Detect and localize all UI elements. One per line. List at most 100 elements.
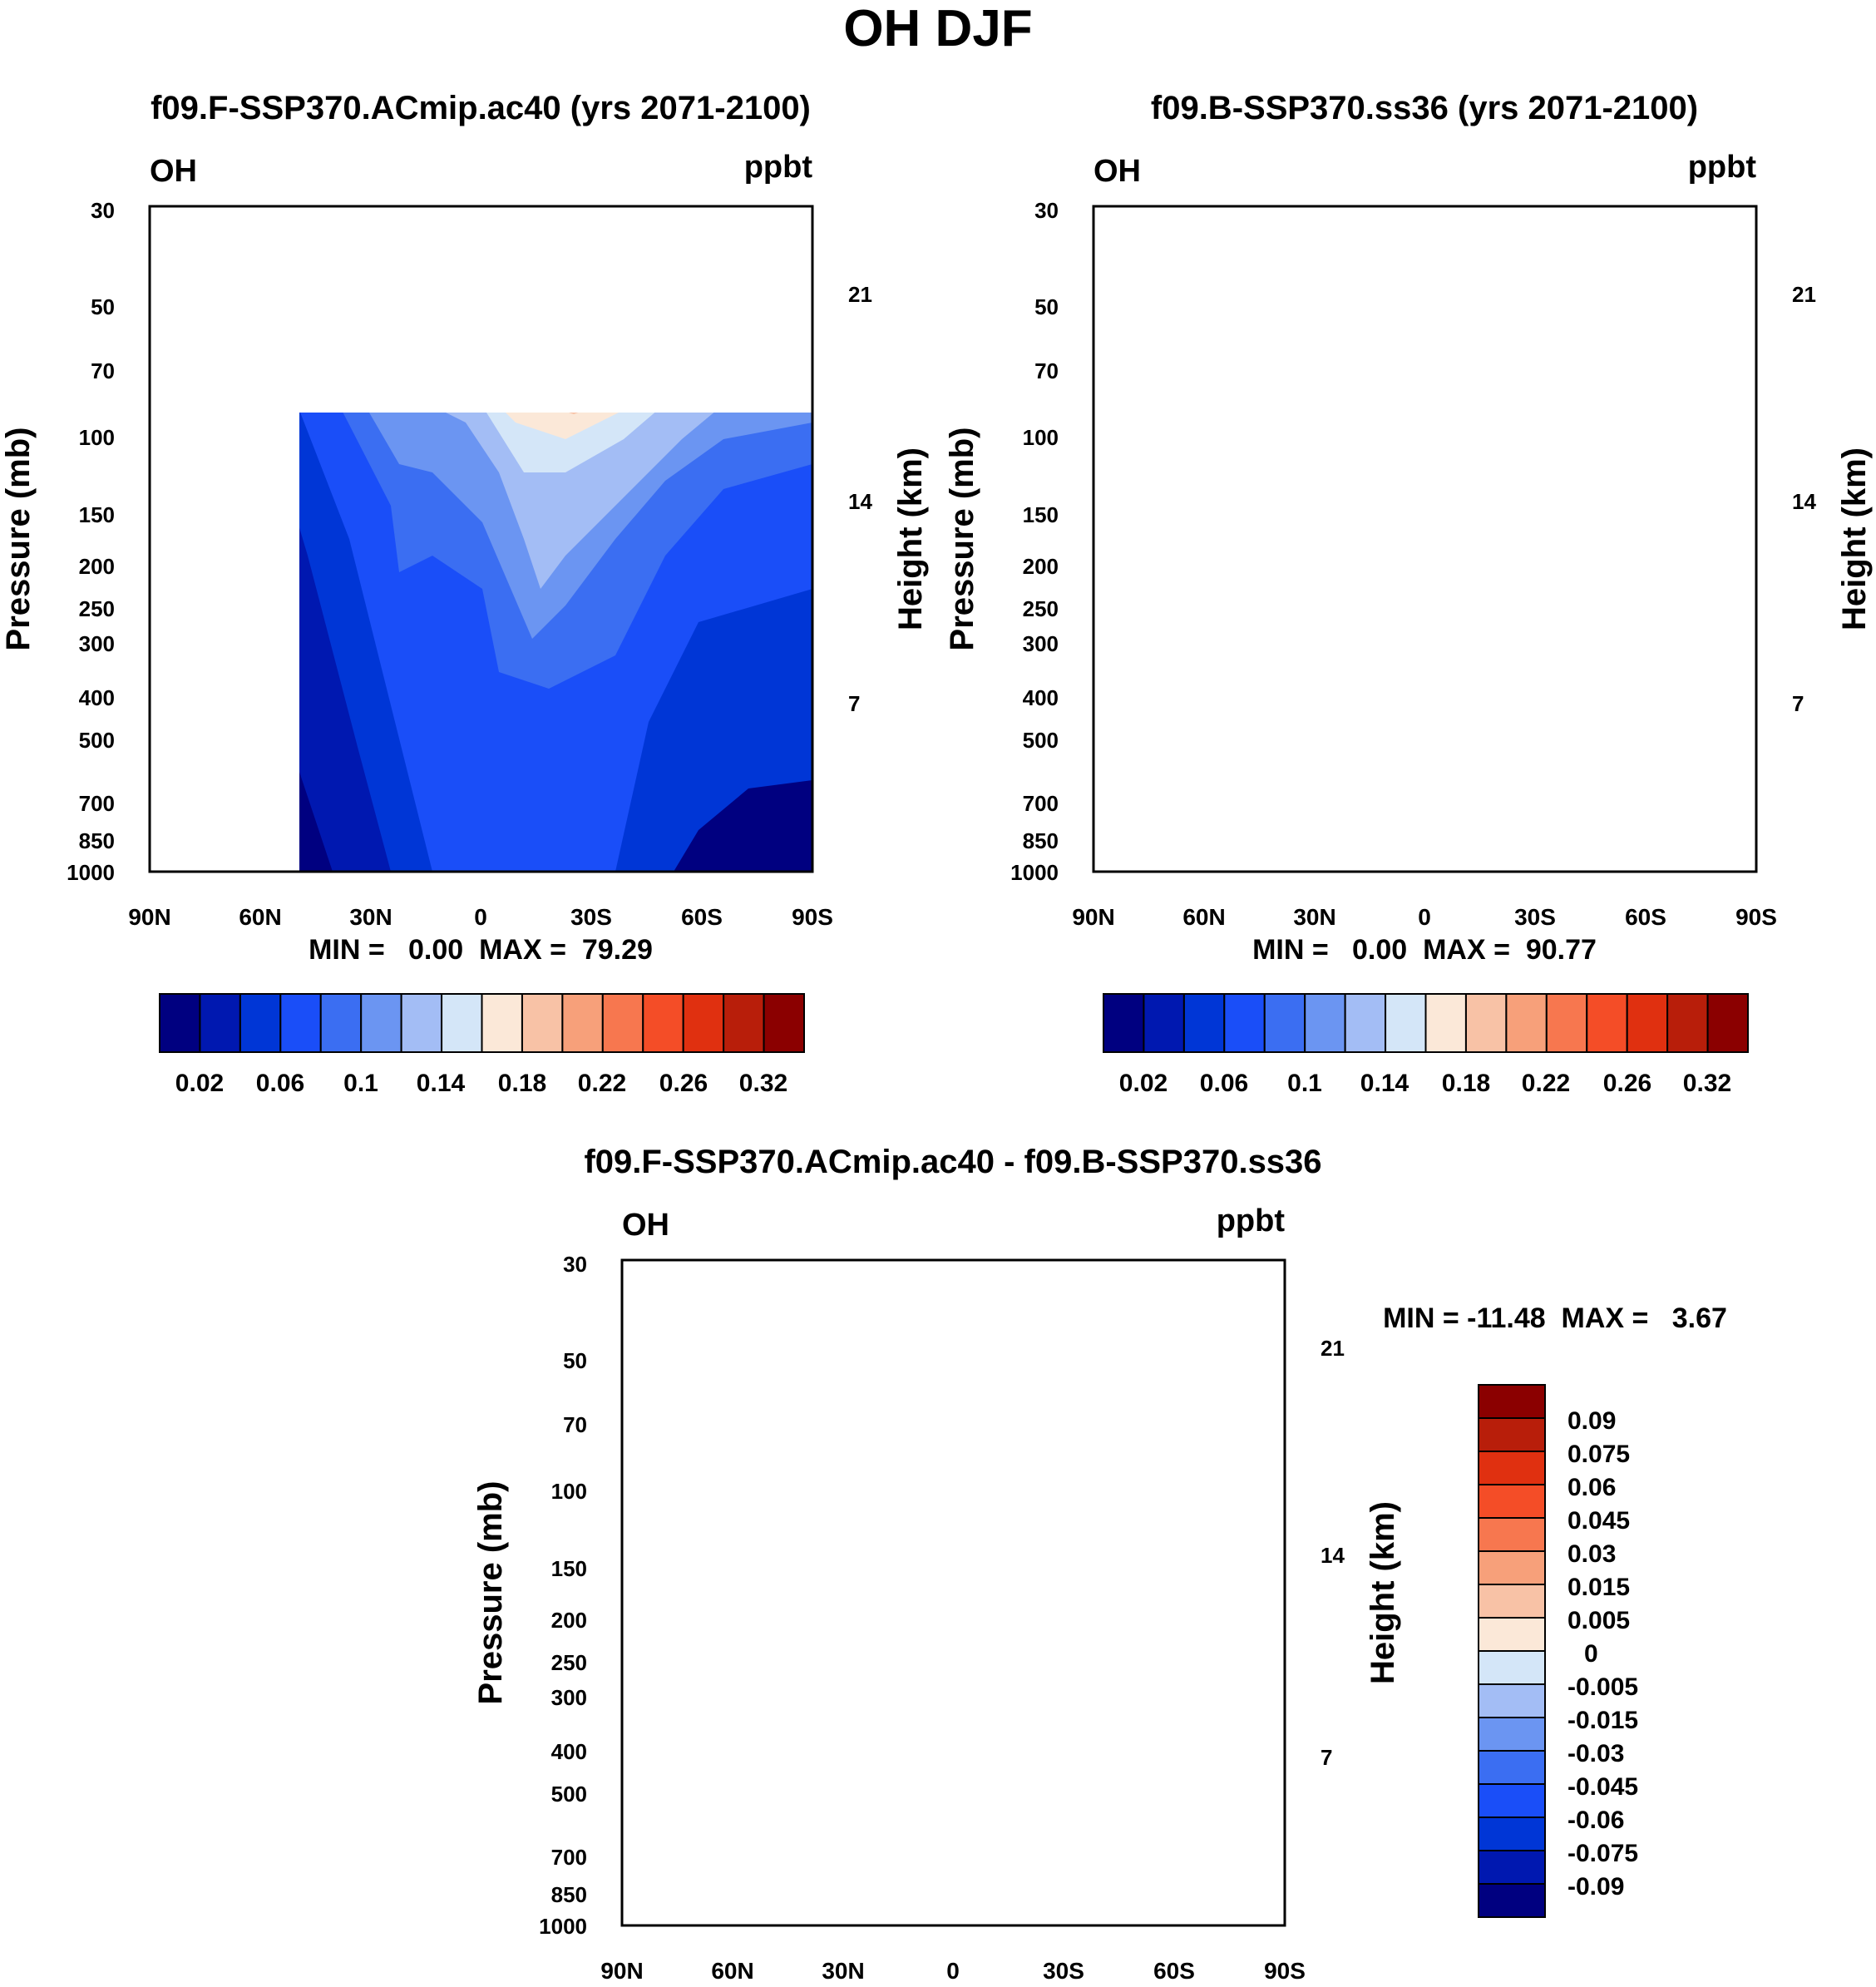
svg-text:700: 700 — [1023, 791, 1059, 816]
panel-a-cb-swatch-14 — [723, 993, 765, 1053]
svg-text:90N: 90N — [600, 1958, 643, 1983]
panel-b-cb-swatch-11 — [1545, 993, 1588, 1053]
panel-a-cb-swatch-12 — [642, 993, 684, 1053]
panel-a-cb-label-7: 0.32 — [739, 1070, 787, 1097]
svg-text:400: 400 — [79, 685, 115, 710]
panel-a-cb-label-1: 0.06 — [256, 1070, 304, 1097]
panel-c-cb-label-7: 0 — [1584, 1640, 1598, 1668]
panel-b-stats: MIN = 0.00 MAX = 90.77 — [1252, 934, 1597, 966]
panel-a-ylabel-right: Height (km) — [892, 447, 929, 630]
panel-c-x-ticks: 90N 60N 30N 0 30S 60S 90S — [600, 1958, 1306, 1984]
panel-b-cb-swatch-15 — [1706, 993, 1749, 1053]
panel-b-cb-label-5: 0.22 — [1522, 1070, 1570, 1097]
svg-text:7: 7 — [1321, 1745, 1332, 1770]
svg-text:90N: 90N — [128, 904, 170, 930]
panel-b-colorbar — [1103, 993, 1749, 1053]
svg-text:30: 30 — [563, 1252, 587, 1277]
panel-c-cb-label-14: -0.09 — [1567, 1873, 1624, 1901]
panel-c-cb-label-2: 0.06 — [1567, 1474, 1616, 1501]
svg-text:300: 300 — [551, 1685, 587, 1710]
panel-a-cb-swatch-15 — [763, 993, 805, 1053]
panel-b-cb-swatch-6 — [1344, 993, 1387, 1053]
panel-b-cb-label-7: 0.32 — [1683, 1070, 1731, 1097]
svg-text:21: 21 — [848, 282, 872, 307]
panel-c-plot-area — [622, 1260, 1285, 1925]
panel-a-cb-label-5: 0.22 — [578, 1070, 626, 1097]
panel-a-cb-swatch-7 — [441, 993, 483, 1053]
svg-text:250: 250 — [551, 1650, 587, 1675]
svg-text:1000: 1000 — [539, 1914, 587, 1939]
panel-a-cb-label-2: 0.1 — [343, 1070, 378, 1097]
panel-c-colorbar-labels: 0.09 0.075 0.06 0.045 0.03 0.015 0.005 0… — [1567, 1407, 1638, 1901]
page-title: OH DJF — [843, 0, 1032, 57]
panel-a-cb-swatch-0 — [159, 993, 201, 1053]
panel-c-cb-swatch-10 — [1478, 1717, 1546, 1752]
svg-text:500: 500 — [79, 728, 115, 753]
panel-a-cb-swatch-13 — [682, 993, 725, 1053]
panel-a-cb-label-0: 0.02 — [175, 1070, 224, 1097]
svg-text:850: 850 — [1023, 828, 1059, 853]
panel-c-colorbar — [1478, 1384, 1546, 1918]
svg-text:700: 700 — [551, 1845, 587, 1870]
panel-a-stats: MIN = 0.00 MAX = 79.29 — [309, 934, 653, 966]
panel-a: f09.F-SSP370.ACmip.ac40 (yrs 2071-2100) … — [0, 90, 929, 1097]
svg-text:850: 850 — [551, 1882, 587, 1907]
panel-a-cb-swatch-6 — [400, 993, 443, 1053]
svg-text:150: 150 — [79, 502, 115, 527]
panel-c-cb-swatch-13 — [1478, 1816, 1546, 1851]
svg-text:200: 200 — [1023, 554, 1059, 579]
svg-text:90S: 90S — [1735, 904, 1777, 930]
svg-text:0: 0 — [946, 1958, 960, 1983]
panel-c-cb-label-3: 0.045 — [1567, 1507, 1630, 1535]
panel-b-cb-swatch-9 — [1464, 993, 1508, 1053]
svg-text:7: 7 — [848, 691, 860, 716]
svg-text:250: 250 — [1023, 596, 1059, 621]
svg-text:100: 100 — [551, 1479, 587, 1504]
panel-c-cb-label-12: -0.06 — [1567, 1807, 1624, 1834]
panel-b-cb-swatch-4 — [1263, 993, 1306, 1053]
svg-text:400: 400 — [551, 1739, 587, 1764]
svg-text:14: 14 — [1321, 1543, 1345, 1568]
svg-text:400: 400 — [1023, 685, 1059, 710]
panel-b-cb-label-3: 0.14 — [1360, 1070, 1409, 1097]
panel-a-x-ticks: 90N 60N 30N 0 30S 60S 90S — [128, 904, 833, 930]
panel-a-cb-swatch-8 — [481, 993, 523, 1053]
panel-b-cb-swatch-7 — [1385, 993, 1427, 1053]
svg-text:300: 300 — [1023, 631, 1059, 656]
panel-b-plot-area — [1094, 206, 1756, 872]
panel-a-cb-swatch-2 — [239, 993, 282, 1053]
svg-text:30N: 30N — [349, 904, 392, 930]
svg-text:30N: 30N — [822, 1958, 864, 1983]
panel-b-title: f09.B-SSP370.ss36 (yrs 2071-2100) — [1151, 90, 1698, 126]
panel-b-variable: OH — [1094, 154, 1141, 189]
panel-b-colorbar-labels: 0.02 0.06 0.1 0.14 0.18 0.22 0.26 0.32 — [1119, 1070, 1731, 1097]
panel-b-cb-label-4: 0.18 — [1442, 1070, 1490, 1097]
panel-c-cb-swatch-5 — [1478, 1550, 1546, 1585]
svg-text:150: 150 — [1023, 502, 1059, 527]
panel-c-cb-swatch-7 — [1478, 1617, 1546, 1652]
panel-c-cb-swatch-15 — [1478, 1883, 1546, 1918]
svg-text:700: 700 — [79, 791, 115, 816]
panel-a-cb-swatch-9 — [521, 993, 564, 1053]
panel-b-cb-swatch-13 — [1626, 993, 1669, 1053]
svg-text:90S: 90S — [792, 904, 833, 930]
svg-text:0: 0 — [1418, 904, 1431, 930]
panel-a-cb-swatch-10 — [561, 993, 604, 1053]
svg-text:100: 100 — [79, 425, 115, 450]
panel-c-cb-label-8: -0.005 — [1567, 1673, 1638, 1701]
panel-b-cb-swatch-5 — [1304, 993, 1346, 1053]
panel-a-units: ppbt — [744, 150, 813, 185]
svg-text:21: 21 — [1321, 1336, 1345, 1361]
svg-text:14: 14 — [848, 489, 872, 514]
panel-b: f09.B-SSP370.ss36 (yrs 2071-2100) OH ppb… — [944, 90, 1873, 1097]
panel-c-title: f09.F-SSP370.ACmip.ac40 - f09.B-SSP370.s… — [584, 1144, 1321, 1180]
svg-text:50: 50 — [91, 294, 115, 319]
panel-c-cb-swatch-6 — [1478, 1584, 1546, 1619]
panel-c: f09.F-SSP370.ACmip.ac40 - f09.B-SSP370.s… — [472, 1144, 1727, 1984]
svg-text:90S: 90S — [1264, 1958, 1306, 1983]
svg-text:60N: 60N — [1182, 904, 1225, 930]
panel-b-cb-swatch-3 — [1223, 993, 1266, 1053]
svg-text:30S: 30S — [570, 904, 612, 930]
panel-b-y-ticks: 30 50 70 100 150 200 250 300 400 500 700… — [1010, 198, 1059, 885]
panel-b-cb-swatch-10 — [1505, 993, 1548, 1053]
